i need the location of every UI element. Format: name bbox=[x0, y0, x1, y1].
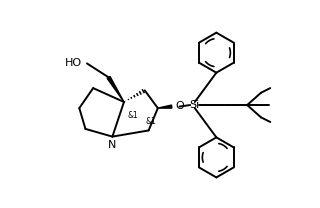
Text: HO: HO bbox=[65, 58, 82, 68]
Text: &1: &1 bbox=[128, 111, 139, 120]
Text: O: O bbox=[176, 101, 184, 111]
Text: &1: &1 bbox=[146, 117, 156, 126]
Polygon shape bbox=[107, 76, 124, 102]
Text: N: N bbox=[108, 140, 116, 150]
Polygon shape bbox=[158, 105, 172, 108]
Text: Si: Si bbox=[190, 100, 200, 110]
